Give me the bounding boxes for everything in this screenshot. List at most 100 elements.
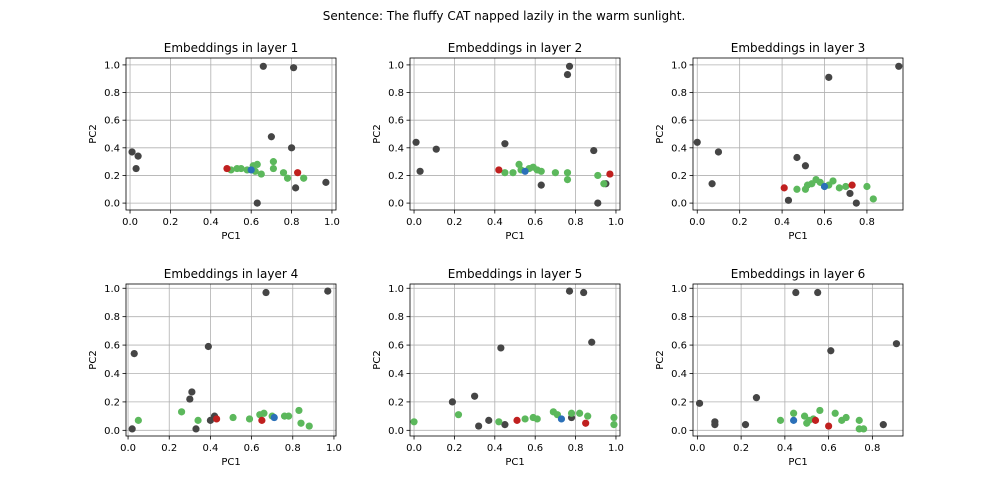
- scatter-point-green: [237, 164, 245, 173]
- scatter-point-green: [521, 415, 529, 423]
- scatter-point-green: [842, 413, 850, 422]
- x-tick-label: 0.8: [859, 217, 875, 228]
- y-tick-label: 0.2: [104, 397, 120, 408]
- axes-frame: [692, 283, 904, 437]
- scatter-point-green: [285, 412, 293, 420]
- scatter-point-gray: [204, 342, 212, 351]
- scatter-point-gray: [471, 392, 479, 400]
- scatter-point-green: [501, 169, 509, 177]
- scatter-point-gray: [895, 62, 903, 70]
- scatter-point-gray: [695, 399, 704, 407]
- y-tick-label: 0.2: [671, 397, 687, 408]
- scatter-point-gray: [792, 288, 800, 297]
- scatter-point-green: [410, 418, 418, 426]
- scatter-point-gray: [287, 144, 296, 152]
- scatter-point-gray: [590, 146, 598, 155]
- x-tick-label: 0.2: [732, 217, 748, 228]
- scatter-point-gray: [289, 64, 298, 72]
- subplot-layer-6: Embeddings in layer 6 0.0 0.2 0.4 0.6 0.8 0.0 0…: [655, 267, 904, 468]
- y-tick-label: 0.0: [388, 426, 404, 437]
- x-tick-label: 0.0: [689, 443, 705, 454]
- subplot-title: Embeddings in layer 1: [164, 41, 298, 55]
- grid-lines: [126, 58, 336, 210]
- axes-frame: [125, 283, 337, 437]
- x-tick-label: 0.2: [446, 217, 462, 228]
- subplot-layer-1: Embeddings in layer 1 0.0 0.2 0.4 0.6 0.8 1.0 0…: [88, 41, 340, 242]
- scatter-point-green: [860, 425, 868, 433]
- subplot-title: Embeddings in layer 2: [448, 41, 582, 55]
- x-tick-label: 0.6: [527, 217, 543, 228]
- subplot-title: Embeddings in layer 5: [448, 267, 582, 281]
- scatter-point-green: [260, 409, 268, 417]
- scatter-point-gray: [565, 287, 574, 295]
- scatter-point-green: [855, 416, 863, 424]
- scatter-point-gray: [892, 340, 901, 348]
- scatter-point-green: [305, 422, 313, 430]
- y-tick-label: 1.0: [104, 284, 120, 295]
- x-tick-label: 0.6: [243, 217, 259, 228]
- scatter-point-green: [610, 421, 618, 429]
- scatter-point-red: [495, 166, 503, 174]
- scatter-point-gray: [565, 62, 574, 70]
- scatter-point-green: [842, 182, 850, 191]
- x-tick-label: 1.0: [608, 443, 624, 454]
- scatter-point-green: [790, 409, 798, 417]
- scatter-point-blue: [557, 415, 566, 423]
- x-tick-label: 0.4: [777, 443, 793, 454]
- scatter-point-green: [297, 419, 305, 427]
- scatter-point-green: [584, 412, 592, 420]
- scatter-point-gray: [262, 288, 270, 297]
- x-tick-label: 0.8: [568, 443, 584, 454]
- scatter-point-green: [283, 174, 292, 182]
- y-tick-label: 0.6: [388, 116, 404, 127]
- scatter-point-green: [829, 177, 837, 185]
- scatter-point-green: [563, 176, 572, 184]
- y-tick-label: 0.6: [104, 341, 120, 352]
- y-tick-label: 1.0: [104, 60, 120, 71]
- subplot-layer-4: Embeddings in layer 4 0.0 0.2 0.4 0.6 0.8 1.0 0…: [88, 267, 342, 468]
- y-tick-label: 0.8: [671, 88, 687, 99]
- y-tick-label: 1.0: [388, 284, 404, 295]
- scatter-point-gray: [741, 421, 750, 429]
- y-axis-label: PC2: [88, 124, 99, 143]
- y-axis-label: PC2: [372, 124, 383, 143]
- scatter-point-green: [594, 171, 602, 180]
- x-axis-label: PC1: [505, 457, 524, 468]
- scatter-point-gray: [501, 140, 509, 148]
- scatter-point-green: [831, 409, 839, 417]
- x-tick-label: 0.0: [406, 443, 422, 454]
- scatter-point-green: [269, 158, 278, 166]
- scatter-point-green: [537, 167, 545, 175]
- axes-frame: [409, 57, 621, 211]
- x-tick-label: 0.6: [821, 443, 837, 454]
- scatter-points: [128, 62, 330, 207]
- scatter-point-red: [212, 415, 221, 423]
- y-tick-label: 0.6: [104, 116, 120, 127]
- scatter-point-gray: [253, 199, 261, 207]
- y-tick-label: 0.2: [388, 171, 404, 182]
- scatter-point-gray: [259, 62, 267, 70]
- y-tick-label: 1.0: [388, 60, 404, 71]
- scatter-point-gray: [128, 148, 136, 156]
- scatter-point-green: [134, 416, 142, 424]
- y-tick-label: 1.0: [671, 284, 687, 295]
- scatter-point-gray: [292, 184, 300, 192]
- axes-frame: [125, 57, 337, 211]
- y-axis-label: PC2: [88, 350, 99, 369]
- scatter-point-blue: [247, 166, 255, 174]
- scatter-point-gray: [475, 422, 483, 430]
- subplot-layer-3: Embeddings in layer 3 0.0 0.2 0.4 0.6 0.8 0.0 0…: [655, 41, 904, 242]
- scatter-point-green: [869, 195, 877, 203]
- scatter-point-gray: [186, 395, 194, 403]
- x-tick-label: 0.2: [161, 443, 177, 454]
- scatter-point-green: [253, 160, 261, 168]
- scatter-point-green: [495, 418, 503, 426]
- scatter-point-gray: [432, 145, 440, 153]
- y-tick-label: 0.6: [671, 116, 687, 127]
- subplot-title: Embeddings in layer 4: [164, 267, 298, 281]
- scatter-point-green: [816, 406, 824, 415]
- y-tick-label: 0.8: [104, 312, 120, 323]
- scatter-point-gray: [563, 70, 572, 79]
- scatter-point-gray: [580, 288, 588, 297]
- grid-lines: [410, 58, 620, 210]
